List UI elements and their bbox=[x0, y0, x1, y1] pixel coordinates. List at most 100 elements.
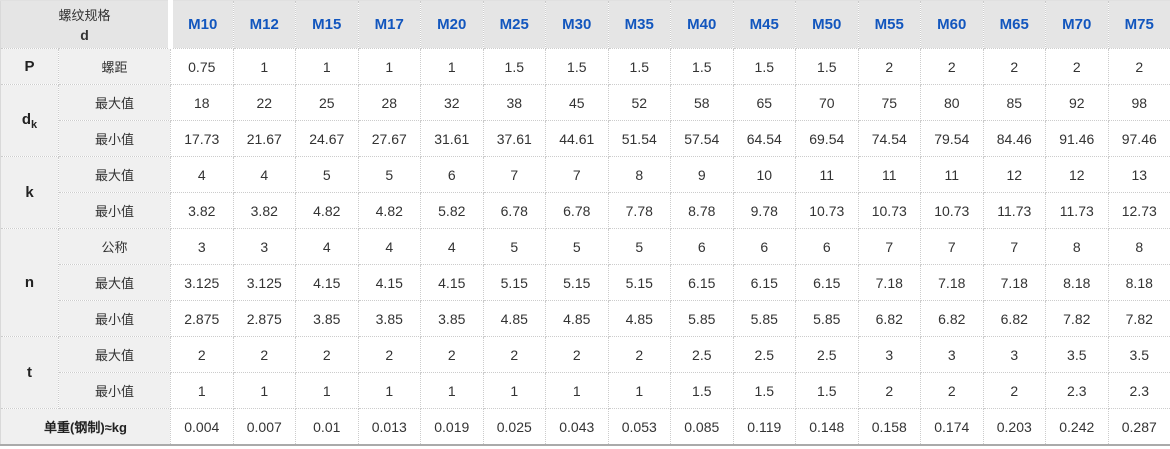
value-cell: 5 bbox=[607, 228, 672, 265]
size-header-m40: M40 bbox=[670, 0, 734, 49]
weight-value-cell: 0.013 bbox=[357, 408, 422, 446]
value-cell: 2 bbox=[920, 372, 984, 409]
value-cell: 3 bbox=[232, 228, 297, 265]
value-cell: 9 bbox=[670, 156, 734, 193]
size-header-m12: M12 bbox=[232, 0, 297, 49]
value-cell: 5.85 bbox=[670, 300, 734, 337]
value-cell: 2 bbox=[857, 48, 922, 85]
value-cell: 1 bbox=[357, 48, 422, 85]
value-cell: 2 bbox=[545, 336, 609, 373]
value-cell: 11.73 bbox=[1045, 192, 1109, 229]
value-cell: 6.15 bbox=[795, 264, 859, 301]
value-cell: 5.85 bbox=[732, 300, 797, 337]
value-cell: 2 bbox=[857, 372, 922, 409]
table-row: 最小值 3.82 3.82 4.82 4.82 5.82 6.78 6.78 7.78 8.78 9… bbox=[1, 192, 1170, 229]
header-row: 螺纹规格 d M10 M12 M15 M17 M20 M25 M30 M35 M40 M45 M50… bbox=[0, 0, 1170, 49]
size-header-m15: M15 bbox=[295, 0, 359, 49]
value-cell: 2.875 bbox=[170, 300, 234, 337]
value-cell: 5 bbox=[295, 156, 359, 193]
value-cell: 4.85 bbox=[482, 300, 547, 337]
size-header-m17: M17 bbox=[357, 0, 422, 49]
value-cell: 1.5 bbox=[545, 48, 609, 85]
table-header: 螺纹规格 d M10 M12 M15 M17 M20 M25 M30 M35 M40 M45 M50… bbox=[0, 0, 1170, 49]
value-cell: 1 bbox=[482, 372, 547, 409]
size-header-m75: M75 bbox=[1107, 0, 1170, 49]
value-cell: 2.875 bbox=[232, 300, 297, 337]
table-row: 最小值 1 1 1 1 1 1 1 1 1.5 1.5 1.5 2 2 2 2.3 2.3 bbox=[1, 372, 1170, 409]
value-cell: 4.85 bbox=[607, 300, 672, 337]
weight-value-cell: 0.242 bbox=[1045, 408, 1109, 446]
value-cell: 3.85 bbox=[420, 300, 484, 337]
row-label: 最大值 bbox=[57, 264, 172, 301]
value-cell: 7.18 bbox=[982, 264, 1047, 301]
param-header-t: t bbox=[0, 336, 59, 409]
value-cell: 10.73 bbox=[795, 192, 859, 229]
table-row: t 最大值 2 2 2 2 2 2 2 2 2.5 2.5 2.5 3 3 3 3.5 3.5 bbox=[0, 336, 1170, 409]
value-cell: 2 bbox=[232, 336, 297, 373]
value-cell: 11 bbox=[795, 156, 859, 193]
value-cell: 31.61 bbox=[420, 120, 484, 157]
value-cell: 1 bbox=[295, 372, 359, 409]
row-label: 最大值 bbox=[57, 156, 172, 193]
value-cell: 98 bbox=[1107, 84, 1170, 121]
value-cell: 3.5 bbox=[1045, 336, 1109, 373]
weight-value-cell: 0.004 bbox=[170, 408, 234, 446]
value-cell: 6.82 bbox=[982, 300, 1047, 337]
weight-value-cell: 0.148 bbox=[795, 408, 859, 446]
weight-value-cell: 0.085 bbox=[670, 408, 734, 446]
size-header-m20: M20 bbox=[420, 0, 484, 49]
value-cell: 9.78 bbox=[732, 192, 797, 229]
table-row: 最小值 17.73 21.67 24.67 27.67 31.61 37.61 44.61 51… bbox=[1, 120, 1170, 157]
value-cell: 7 bbox=[482, 156, 547, 193]
value-cell: 8 bbox=[1107, 228, 1170, 265]
value-cell: 32 bbox=[420, 84, 484, 121]
value-cell: 2 bbox=[1045, 48, 1109, 85]
table-row: P 螺距 0.75 1 1 1 1 1.5 1.5 1.5 1.5 1.5 1.5 2 2 2 2 2 bbox=[0, 48, 1170, 85]
value-cell: 7 bbox=[982, 228, 1047, 265]
size-header-m35: M35 bbox=[607, 0, 672, 49]
weight-row: 单重(钢制)≈kg 0.004 0.007 0.01 0.013 0.019 0.025 0… bbox=[0, 408, 1170, 446]
value-cell: 2.5 bbox=[795, 336, 859, 373]
value-cell: 3 bbox=[920, 336, 984, 373]
param-header-d: dk bbox=[0, 84, 59, 157]
value-cell: 1 bbox=[295, 48, 359, 85]
value-cell: 7.18 bbox=[857, 264, 922, 301]
value-cell: 1 bbox=[170, 372, 234, 409]
value-cell: 3.85 bbox=[295, 300, 359, 337]
value-cell: 21.67 bbox=[232, 120, 297, 157]
value-cell: 3.82 bbox=[170, 192, 234, 229]
value-cell: 12 bbox=[982, 156, 1047, 193]
value-cell: 7 bbox=[920, 228, 984, 265]
value-cell: 10 bbox=[732, 156, 797, 193]
size-header-m70: M70 bbox=[1045, 0, 1109, 49]
value-cell: 57.54 bbox=[670, 120, 734, 157]
value-cell: 7.82 bbox=[1107, 300, 1170, 337]
value-cell: 8.18 bbox=[1107, 264, 1170, 301]
value-cell: 12.73 bbox=[1107, 192, 1170, 229]
value-cell: 4.82 bbox=[357, 192, 422, 229]
value-cell: 12 bbox=[1045, 156, 1109, 193]
param-header-n: n bbox=[0, 228, 59, 337]
value-cell: 5.85 bbox=[795, 300, 859, 337]
row-label: 最小值 bbox=[57, 120, 172, 157]
row-label: 公称 bbox=[57, 228, 172, 265]
value-cell: 0.75 bbox=[170, 48, 234, 85]
value-cell: 92 bbox=[1045, 84, 1109, 121]
value-cell: 1.5 bbox=[670, 372, 734, 409]
value-cell: 65 bbox=[732, 84, 797, 121]
thread-spec-label: 螺纹规格 bbox=[58, 7, 111, 23]
weight-value-cell: 0.019 bbox=[420, 408, 484, 446]
value-cell: 2 bbox=[295, 336, 359, 373]
value-cell: 2.5 bbox=[732, 336, 797, 373]
value-cell: 3 bbox=[857, 336, 922, 373]
row-label: 最小值 bbox=[57, 192, 172, 229]
table-row: dk 最大值 18 22 25 28 32 38 45 52 58 65 70 75 80 85 92 98 bbox=[0, 84, 1170, 157]
value-cell: 5 bbox=[545, 228, 609, 265]
value-cell: 4 bbox=[357, 228, 422, 265]
value-cell: 1.5 bbox=[482, 48, 547, 85]
weight-value-cell: 0.158 bbox=[857, 408, 922, 446]
table-body: P 螺距 0.75 1 1 1 1 1.5 1.5 1.5 1.5 1.5 1.5 2 2 2 2 2 dk 最大值 1… bbox=[0, 48, 1170, 409]
value-cell: 8.18 bbox=[1045, 264, 1109, 301]
value-cell: 5.15 bbox=[607, 264, 672, 301]
